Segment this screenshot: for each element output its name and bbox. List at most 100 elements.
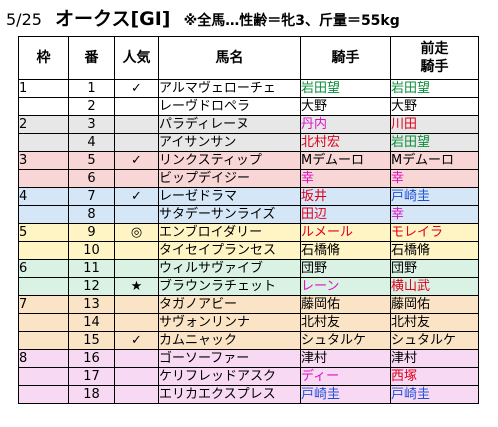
jockey-name: レーン	[300, 277, 391, 296]
horse-name: カムニャック	[158, 331, 301, 350]
column-header-popularity: 人気	[114, 36, 159, 80]
popularity-mark	[114, 205, 159, 224]
table-row: 12 ★ ブラウンラチェット レーン 横山武	[18, 277, 479, 296]
number-cell: 4	[68, 133, 115, 152]
jockey-name: 丹内	[300, 115, 391, 134]
prev-jockey-name: シュタルケ	[390, 331, 479, 350]
column-header-horse: 馬名	[158, 36, 301, 80]
gate-cell: 7	[18, 295, 69, 314]
table-row: 10 タイセイプランセス 石橋脩 石橋脩	[18, 241, 479, 260]
table-row: 7 13 タガノアビー 藤岡佑 藤岡佑	[18, 295, 479, 314]
column-header-prev-jockey: 前走 騎手	[390, 36, 479, 80]
jockey-name: ルメール	[300, 223, 391, 242]
popularity-mark	[114, 241, 159, 260]
gate-cell	[18, 313, 69, 332]
horse-name: レーヴドロペラ	[158, 97, 301, 116]
table-row: 4 7 ✓ レーゼドラマ 坂井 戸崎圭	[18, 187, 479, 206]
entries-table: 枠 番 人気 馬名 騎手 前走 騎手 1 1 ✓ アルマヴェローチェ 岩田望 岩田望 2 レー…	[18, 36, 479, 404]
gate-cell	[18, 241, 69, 260]
jockey-name: 石橋脩	[300, 241, 391, 260]
number-cell: 13	[68, 295, 115, 314]
number-cell: 10	[68, 241, 115, 260]
jockey-name: ディー	[300, 367, 391, 386]
horse-name: アルマヴェローチェ	[158, 79, 301, 98]
table-row: 2 レーヴドロペラ 大野 大野	[18, 97, 479, 116]
gate-cell: 8	[18, 349, 69, 368]
popularity-mark: ★	[114, 277, 159, 296]
prev-jockey-name: 西塚	[390, 367, 479, 386]
horse-name: ビップデイジー	[158, 169, 301, 188]
race-conditions: ※全馬…性齢＝牝3、斤量＝55kg	[183, 13, 400, 29]
gate-cell	[18, 97, 69, 116]
jockey-name: 津村	[300, 349, 391, 368]
gate-cell	[18, 331, 69, 350]
number-cell: 8	[68, 205, 115, 224]
table-row: 2 3 パラディレーヌ 丹内 川田	[18, 115, 479, 134]
jockey-name: 北村友	[300, 313, 391, 332]
prev-jockey-name: 戸崎圭	[390, 385, 479, 404]
prev-jockey-name: 幸	[390, 169, 479, 188]
number-cell: 17	[68, 367, 115, 386]
popularity-mark	[114, 259, 159, 278]
gate-cell	[18, 277, 69, 296]
prev-jockey-name: 幸	[390, 205, 479, 224]
jockey-name: 藤岡佑	[300, 295, 391, 314]
gate-cell	[18, 205, 69, 224]
prev-jockey-name: 川田	[390, 115, 479, 134]
jockey-name: 大野	[300, 97, 391, 116]
number-cell: 6	[68, 169, 115, 188]
prev-jockey-name: 横山武	[390, 277, 479, 296]
popularity-mark	[114, 295, 159, 314]
page-header: 5/25 オークス[GI] ※全馬…性齢＝牝3、斤量＝55kg	[6, 4, 496, 34]
number-cell: 11	[68, 259, 115, 278]
number-cell: 3	[68, 115, 115, 134]
jockey-name: Mデムーロ	[300, 151, 391, 170]
number-cell: 2	[68, 97, 115, 116]
number-cell: 18	[68, 385, 115, 404]
popularity-mark	[114, 169, 159, 188]
jockey-name: 団野	[300, 259, 391, 278]
jockey-name: 北村宏	[300, 133, 391, 152]
table-row: 17 ケリフレッドアスク ディー 西塚	[18, 367, 479, 386]
horse-name: ウィルサヴァイブ	[158, 259, 301, 278]
horse-name: タガノアビー	[158, 295, 301, 314]
table-row: 6 11 ウィルサヴァイブ 団野 団野	[18, 259, 479, 278]
gate-cell: 1	[18, 79, 69, 98]
number-cell: 7	[68, 187, 115, 206]
horse-name: アイサンサン	[158, 133, 301, 152]
horse-name: レーゼドラマ	[158, 187, 301, 206]
table-row: 15 ✓ カムニャック シュタルケ シュタルケ	[18, 331, 479, 350]
popularity-mark	[114, 367, 159, 386]
gate-cell: 6	[18, 259, 69, 278]
number-cell: 16	[68, 349, 115, 368]
jockey-name: 幸	[300, 169, 391, 188]
popularity-mark	[114, 97, 159, 116]
popularity-mark: ◎	[114, 223, 159, 242]
jockey-name: 田辺	[300, 205, 391, 224]
table-row: 6 ビップデイジー幸幸	[18, 169, 479, 188]
popularity-mark	[114, 385, 159, 404]
popularity-mark	[114, 115, 159, 134]
header-row: 枠 番 人気 馬名 騎手 前走 騎手	[18, 36, 479, 80]
number-cell: 15	[68, 331, 115, 350]
column-header-number: 番	[68, 36, 115, 80]
number-cell: 12	[68, 277, 115, 296]
table-row: 8 16 ゴーソーファー 津村 津村	[18, 349, 479, 368]
prev-jockey-name: 北村友	[390, 313, 479, 332]
jockey-name: 戸崎圭	[300, 385, 391, 404]
gate-cell	[18, 169, 69, 188]
horse-name: サヴォンリンナ	[158, 313, 301, 332]
gate-cell	[18, 133, 69, 152]
horse-name: ケリフレッドアスク	[158, 367, 301, 386]
table-row: 3 5 ✓ リンクスティップ Mデムーロ Mデムーロ	[18, 151, 479, 170]
prev-jockey-name: 津村	[390, 349, 479, 368]
entries-body: 1 1 ✓ アルマヴェローチェ 岩田望 岩田望 2 レーヴドロペラ 大野 大野 2 3 パラディレーヌ丹…	[18, 79, 479, 404]
horse-name: エンブロイダリー	[158, 223, 301, 242]
prev-jockey-name: 藤岡佑	[390, 295, 479, 314]
table-row: 5 9 ◎ エンブロイダリー ルメール モレイラ	[18, 223, 479, 242]
popularity-mark	[114, 349, 159, 368]
number-cell: 5	[68, 151, 115, 170]
gate-cell: 3	[18, 151, 69, 170]
jockey-name: 坂井	[300, 187, 391, 206]
gate-cell: 4	[18, 187, 69, 206]
